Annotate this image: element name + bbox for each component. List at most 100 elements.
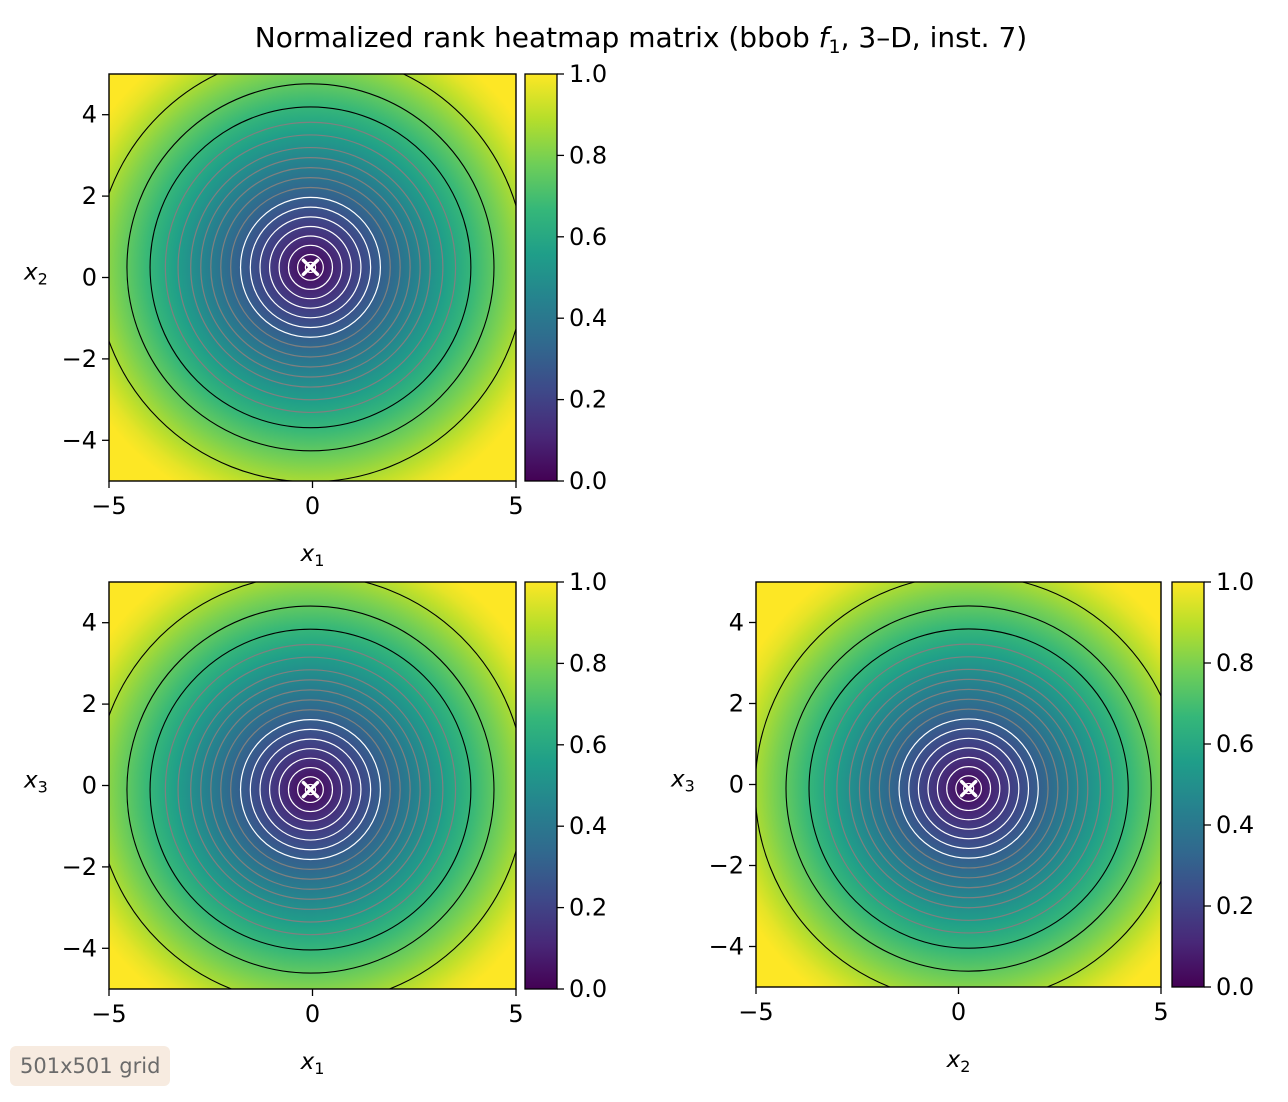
contour-line [785,605,1152,972]
contour-line [836,656,1101,921]
contour-line [936,756,1001,821]
y-tick-label: −2 [62,345,97,373]
contour-line [927,747,1010,830]
colorbar-gradient [524,73,558,482]
heatmap-panel-x2-x3: −5 0 5 −4 −2 0 2 4 x2 x3 0.0 0.2 0.4 0.6 0.8 1.0 [670,568,1254,1076]
x-axis-label: x1 [300,541,325,570]
y-tick-label: −2 [62,853,97,881]
colorbar-tick-label: 0.6 [569,731,607,759]
colorbar-tick-label: 0.0 [569,467,607,495]
contour-line [946,766,992,812]
colorbar-tick-label: 0.0 [569,975,607,1003]
contour-line [304,783,317,796]
contour-line [858,678,1079,899]
contour-line [220,177,401,358]
contour-line [269,225,352,309]
x-tick-label: −5 [91,492,126,520]
x-tick-label: −5 [738,998,773,1026]
colorbar-tick-label: 0.8 [569,649,607,677]
contour-line [177,134,444,401]
y-tick-label: −4 [62,426,97,454]
contour-line [908,728,1030,850]
contour-line [239,196,382,338]
contour-line [297,776,324,804]
colorbar-tick-label: 0.8 [569,141,607,169]
contour-line [210,689,411,890]
x-tick-label: 0 [305,492,320,520]
colorbar: 0.0 0.2 0.4 0.6 0.8 1.0 [524,60,607,495]
colorbar-tick-label: 0.6 [569,223,607,251]
contour-line [287,766,334,813]
contour-line [126,605,495,974]
contour-line [259,216,362,319]
contour-line [259,738,362,841]
colorbar-tick-label: 0.2 [569,386,607,414]
contour-line [808,628,1129,949]
colorbar-tick-label: 1.0 [569,60,607,88]
y-tick-label: −4 [709,933,744,961]
contour-line [190,669,431,910]
y-tick-label: 0 [82,772,97,800]
y-axis-label: x3 [23,768,48,797]
colorbar-tick-label: 0.4 [569,812,607,840]
colorbar-tick-label: 1.0 [1216,568,1254,596]
x-tick-label: −5 [91,1000,126,1028]
contour-line [210,167,411,368]
contour-line [249,728,372,851]
colorbar-tick-label: 0.8 [1216,649,1254,677]
contour-line [200,679,421,900]
y-axis-label: x3 [670,767,695,796]
contour-line [126,83,495,452]
optimum-marker-icon [301,258,320,277]
contour-line [278,235,343,300]
x-tick-label: 0 [305,1000,320,1028]
colorbar: 0.0 0.2 0.4 0.6 0.8 1.0 [1171,568,1254,1001]
colorbar-tick-label: 0.0 [1216,973,1254,1001]
colorbar-tick-label: 0.2 [1216,892,1254,920]
contour-line [164,643,457,936]
contour-line [868,688,1069,889]
figure-title: Normalized rank heatmap matrix (bbob f1,… [255,21,1027,58]
contour-line [287,244,334,290]
contour-line [230,709,391,870]
contour-line [200,157,421,378]
y-tick-label: 2 [82,182,97,210]
contour-line [848,668,1089,909]
colorbar-tick-label: 0.2 [569,894,607,922]
grid-size-badge: 501x501 grid [10,1046,171,1086]
contour-line [304,261,317,274]
heatmap-panel-x1-x3: −5 0 5 −4 −2 0 2 4 x1 x3 0.0 0.2 0.4 0.6 0.8 1.0 [23,568,607,1078]
y-tick-label: 2 [82,690,97,718]
optimum-marker-icon [301,780,320,799]
contour-line [278,757,343,822]
x-axis-label: x2 [946,1047,971,1076]
contour-line [878,698,1059,879]
y-tick-label: 2 [729,690,744,718]
contour-line [230,186,391,348]
colorbar-tick-label: 0.4 [569,304,607,332]
contour-line [177,656,444,923]
contour-line [823,643,1114,934]
contour-line [917,737,1020,840]
colorbar-gradient [524,581,558,990]
contour-line [239,719,382,861]
y-tick-label: 4 [82,101,97,129]
contour-line [888,708,1049,869]
contour-line [149,106,472,429]
contour-line [149,628,472,951]
heatmap-panel-x1-x2: −5 0 5 −4 −2 0 2 4 x1 x2 0.0 0.2 0.4 0.6 0.8 1.0 [23,60,607,570]
contour-line [297,253,324,281]
y-tick-label: 4 [82,609,97,637]
x-tick-label: 5 [508,1000,523,1028]
contour-line [898,718,1039,859]
y-tick-label: −4 [62,934,97,962]
contour-line [190,146,431,388]
contour-line [269,748,352,832]
colorbar-tick-label: 0.4 [1216,811,1254,839]
contour-line [164,121,457,414]
contour-line [249,206,372,329]
y-tick-label: 0 [729,771,744,799]
contour-line [955,775,983,802]
optimum-marker-icon [959,779,978,798]
